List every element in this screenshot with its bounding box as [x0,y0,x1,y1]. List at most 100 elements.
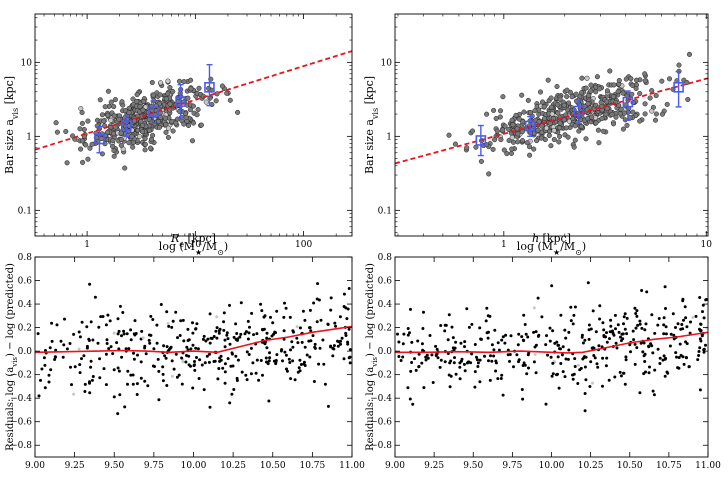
data-point [132,357,136,361]
data-point [344,334,348,337]
data-point [78,146,84,152]
x-axis-title-var: h [532,232,539,245]
data-point [539,123,545,129]
data-point [179,319,183,323]
data-point [175,375,179,379]
data-point [176,336,179,340]
data-point [214,329,218,333]
data-point [165,78,171,84]
data-point [129,133,135,139]
data-point [470,322,474,326]
data-point [499,377,503,380]
data-point [63,128,69,135]
data-point [647,95,653,101]
x-tick-label: 10.00 [539,461,565,471]
data-point [288,315,292,319]
data-point [607,68,613,74]
data-point [411,402,415,406]
data-point [688,331,692,335]
data-point [478,358,482,362]
data-point [178,334,182,337]
data-point [607,378,611,382]
data-point [592,354,596,357]
data-point [272,332,276,336]
y-tick-label: 0.2 [378,324,392,334]
data-point [653,93,659,99]
data-point [446,338,450,342]
data-point [452,361,456,365]
y-tick-label: 0.8 [18,253,33,263]
data-point [687,365,691,369]
data-point [614,341,618,345]
data-point [112,395,116,399]
data-point [671,312,675,316]
data-point [185,122,192,129]
data-point [596,365,600,369]
data-point [629,91,635,97]
data-point [658,362,662,365]
data-point [551,136,557,143]
data-point [652,117,659,123]
data-point [576,382,580,385]
axes: 1 10 100 0.1 1 10 [18,14,352,250]
data-point [557,120,563,126]
data-point [550,374,554,378]
x-tick-label: 9.00 [25,461,45,471]
data-point [331,354,335,358]
data-point [489,354,492,358]
data-point [191,343,195,347]
data-point [246,337,250,341]
data-point [508,353,512,356]
data-point [486,336,490,340]
data-point [601,356,605,360]
data-point [329,308,333,312]
data-point [578,123,584,130]
data-point [533,353,537,356]
data-point [223,338,227,342]
data-point [289,377,293,381]
data-point [281,359,284,363]
data-point [527,110,534,116]
data-point [658,356,662,360]
data-point [43,363,47,367]
data-point [443,323,447,327]
data-point [180,382,184,386]
data-point [522,361,526,365]
data-point [291,345,295,349]
data-point [285,369,289,373]
data-point [101,118,107,124]
data-point [450,325,454,329]
data-point [265,336,269,340]
data-point [223,362,227,366]
data-point [605,340,609,344]
data-point [269,315,272,319]
data-point [36,332,40,336]
data-point [140,329,144,333]
data-point [255,332,259,336]
data-point [519,92,525,98]
data-point [700,334,704,338]
data-point [318,346,322,350]
data-point [201,337,205,341]
fit-line [35,50,352,151]
data-point [497,348,501,352]
data-point [679,353,683,357]
binned-median-marker [175,96,186,107]
data-point [501,393,505,397]
data-point [298,326,302,330]
data-point [275,309,279,313]
data-point [140,122,146,128]
x-axis-title-sub: ★ [553,248,560,257]
data-point [420,342,424,346]
data-point [112,368,116,372]
data-point [598,99,604,105]
data-point [623,312,627,316]
x-axis-title-part: /M [202,240,217,253]
data-point [108,319,112,323]
data-point [323,382,327,386]
data-point [170,325,174,329]
data-point [110,131,117,137]
x-tick-label: 1 [84,240,90,250]
data-point [542,137,548,143]
data-point [447,313,451,317]
